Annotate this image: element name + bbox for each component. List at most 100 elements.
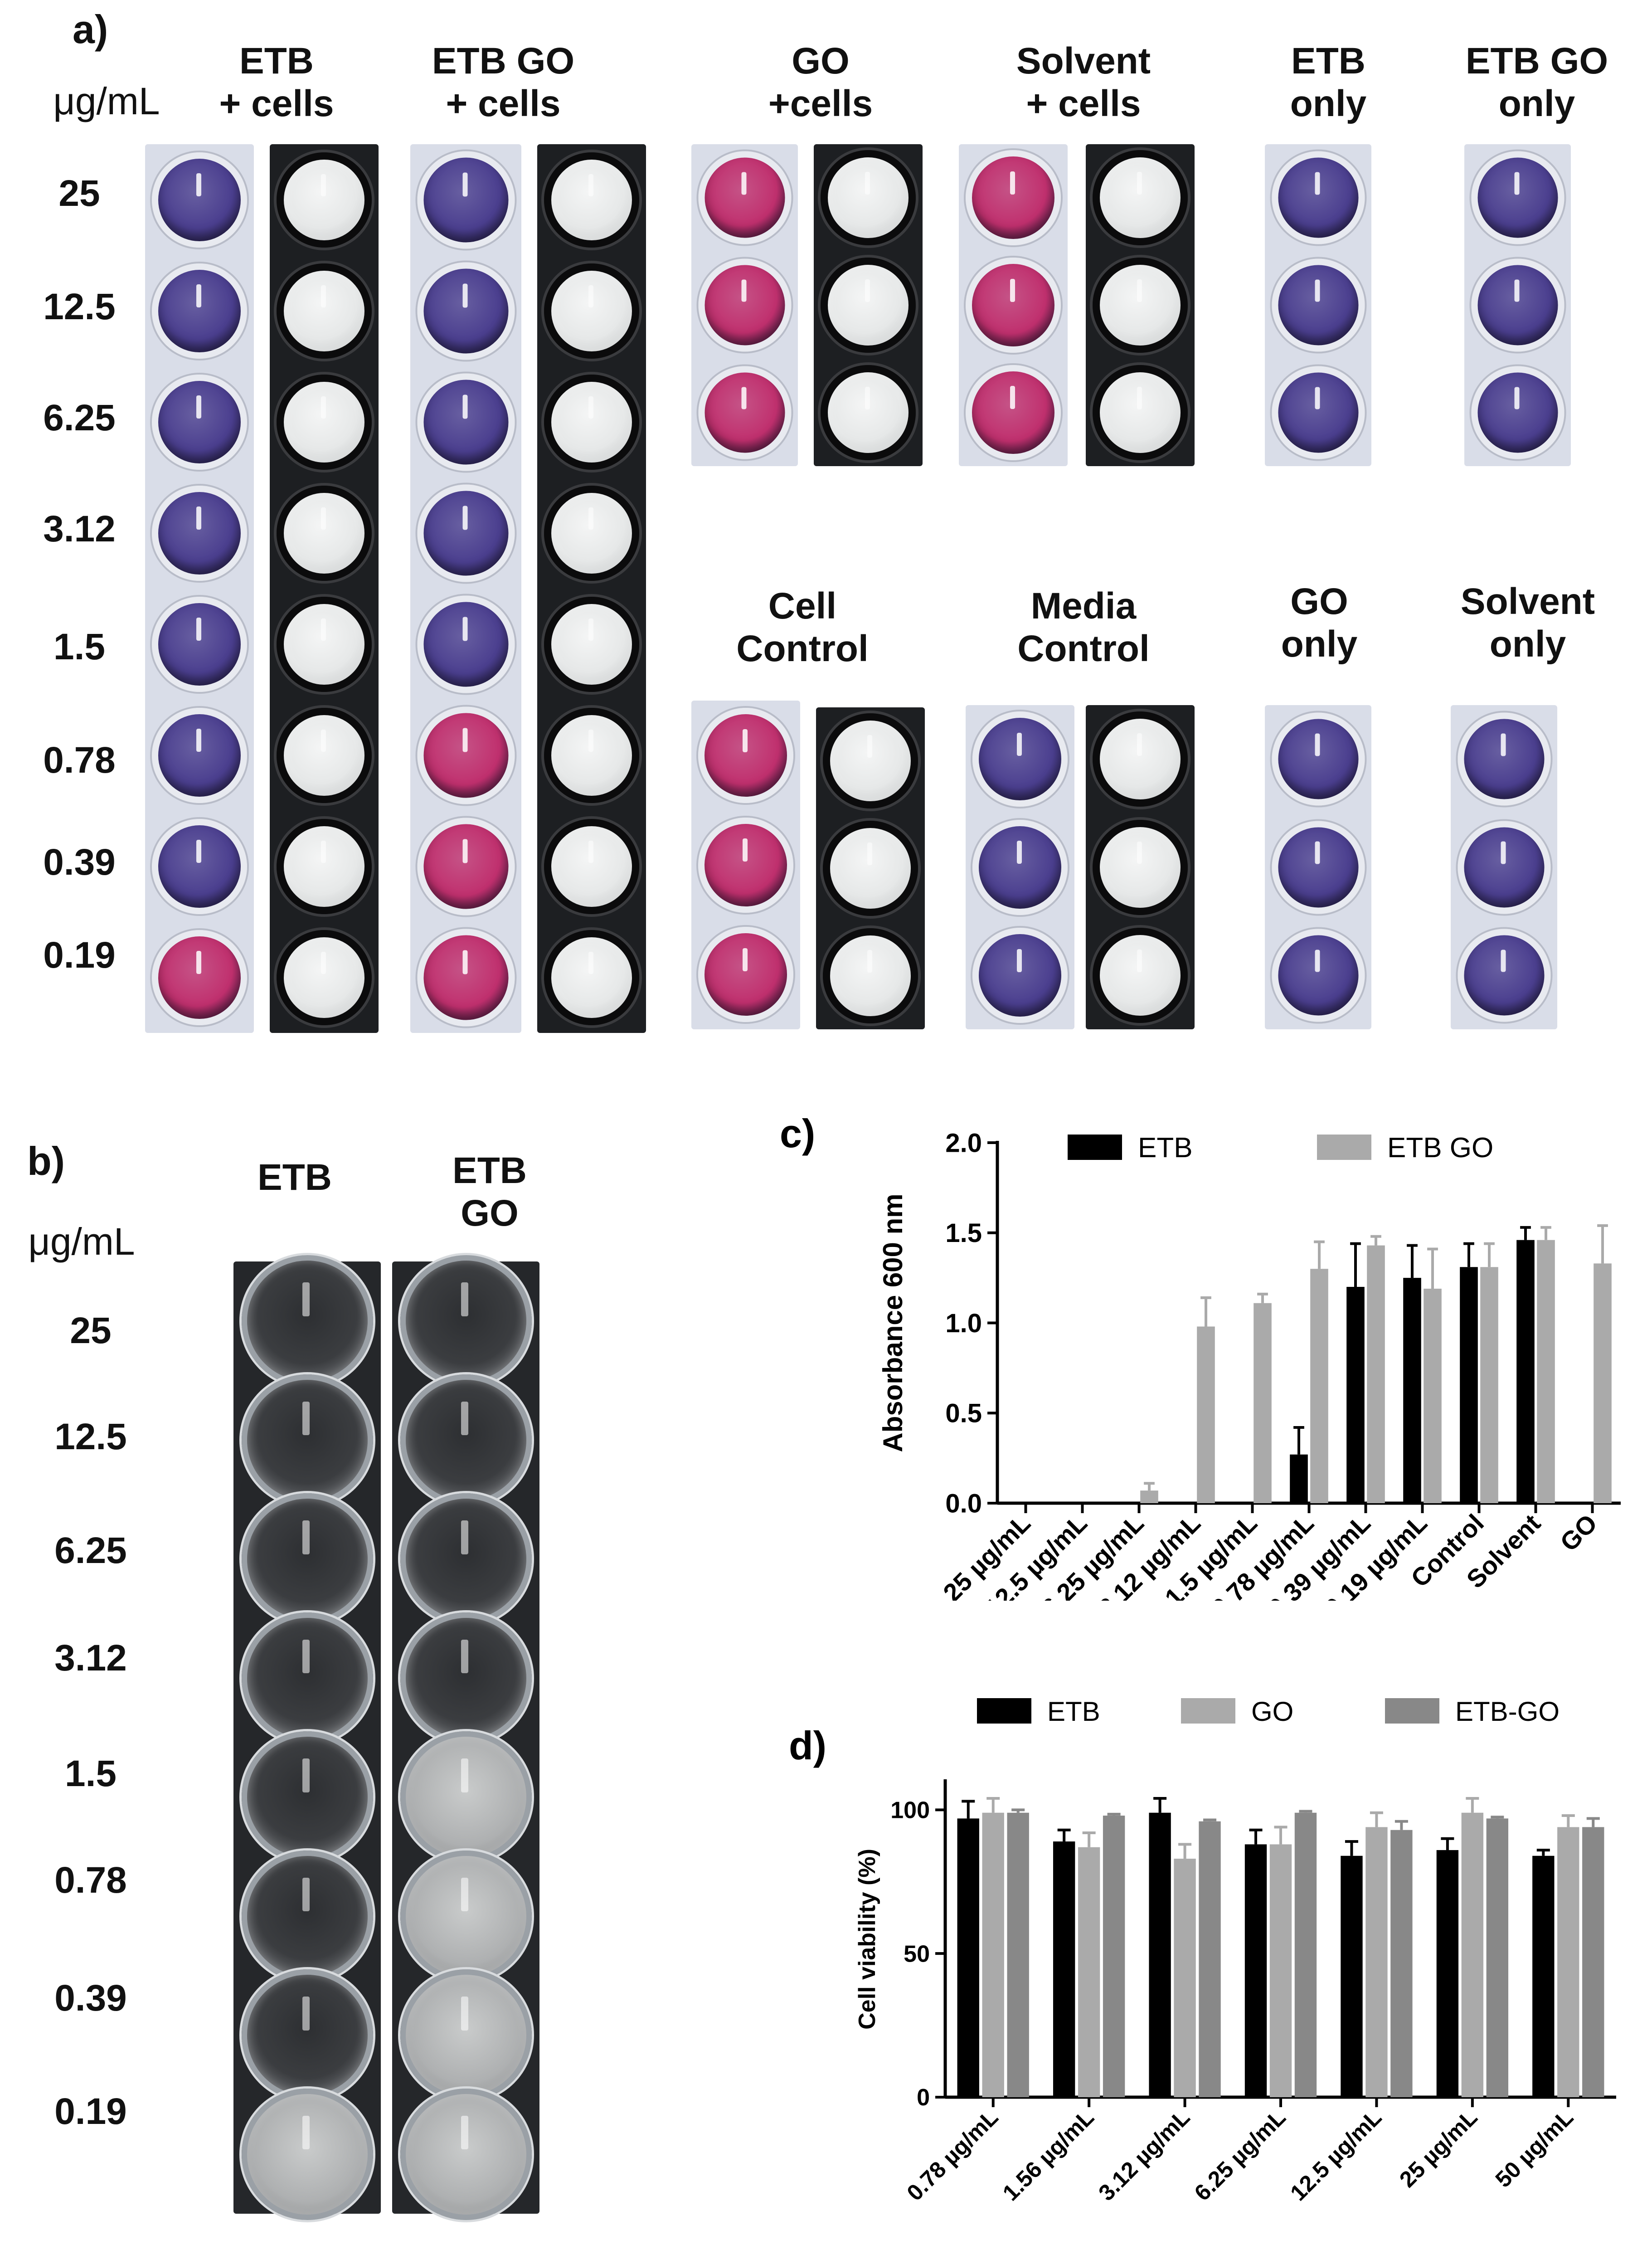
header-line: only xyxy=(1489,623,1566,665)
bar xyxy=(1254,1303,1272,1503)
y-tick-label: 0.5 xyxy=(945,1399,982,1428)
legend-label: ETB-GO xyxy=(1455,1696,1560,1727)
concentration-label: 0.78 xyxy=(43,740,116,781)
bar xyxy=(1103,1816,1125,2097)
legend-label: ETB GO xyxy=(1387,1132,1493,1164)
clear-well xyxy=(241,1374,373,1506)
well-etb-cells-after xyxy=(277,485,372,581)
well-strip xyxy=(691,144,798,466)
x-tick-label: 6.25 µg/mL xyxy=(1190,2104,1291,2206)
concentration-label: 3.12 xyxy=(43,508,116,550)
well-etb-only xyxy=(1272,151,1365,244)
well-cell-control xyxy=(698,817,793,913)
bar xyxy=(1532,1855,1555,2097)
bar xyxy=(1290,1454,1308,1503)
header-media-control: Media Control xyxy=(988,585,1179,671)
well-go-only xyxy=(1272,821,1365,914)
well-etb-only xyxy=(1272,366,1365,459)
well-cell-control-after xyxy=(823,928,918,1023)
well-go-cells-after xyxy=(821,150,916,246)
y-axis-label: Absorbance 600 nm xyxy=(878,1193,908,1452)
concentration-label: 0.19 xyxy=(54,2091,127,2132)
clear-well xyxy=(241,1850,373,1982)
well-etb-go-cells xyxy=(417,706,515,804)
bar xyxy=(1341,1855,1363,2097)
well-media-control xyxy=(972,711,1068,807)
header-etb-go-cells: ETB GO + cells xyxy=(408,40,598,126)
bar xyxy=(1269,1844,1292,2097)
well-strip xyxy=(233,1255,381,2220)
well-etb-cells xyxy=(152,263,247,359)
x-tick-label: 1.56 µg/mL xyxy=(998,2104,1099,2206)
well-go-cells xyxy=(698,366,791,459)
well-etb-go-cells-after xyxy=(544,707,639,803)
well-etb-go-only xyxy=(1471,151,1564,244)
well-etb-go-cells xyxy=(417,151,515,248)
legend-swatch xyxy=(1385,1698,1439,1724)
well-strip xyxy=(1451,705,1557,1029)
bar xyxy=(1197,1326,1215,1503)
panel-c: c) 0.0 0.5 1.0 1.5 2.0 Absorbance 600 nm 25 µg/… xyxy=(771,1079,1652,1622)
turbid-well xyxy=(400,2088,532,2220)
bar xyxy=(1424,1288,1442,1503)
well-go-cells xyxy=(698,258,791,352)
well-etb-go-cells xyxy=(417,262,515,360)
panel-a: a) μg/mL 25 12.5 6.25 3.12 1.5 0.78 0.39 0.19 E… xyxy=(0,0,1652,1043)
panel-b-unit-label: μg/mL xyxy=(28,1220,135,1263)
well-strip xyxy=(816,707,925,1029)
header-line: + cells xyxy=(446,83,561,125)
header-line: GO xyxy=(792,40,850,82)
header-line: Cell xyxy=(768,585,837,627)
bar xyxy=(1480,1267,1498,1503)
concentration-label: 3.12 xyxy=(54,1637,127,1679)
well-go-only xyxy=(1272,712,1365,806)
clear-well xyxy=(400,1255,532,1387)
well-media-control-after xyxy=(1093,819,1188,915)
header-line: ETB xyxy=(1291,40,1365,82)
legend-label: GO xyxy=(1251,1696,1293,1727)
x-tick-label: 0.78 µg/mL xyxy=(902,2104,1003,2206)
bar xyxy=(1460,1267,1478,1503)
well-etb-go-cells-after xyxy=(544,263,639,359)
well-etb-cells xyxy=(152,485,247,581)
clear-well xyxy=(400,1374,532,1506)
well-go-cells xyxy=(698,151,791,244)
y-tick-label: 1.5 xyxy=(945,1218,982,1248)
panel-b: b) μg/mL ETB ETB GO 25 12.5 6.25 3.12 1.5 0.7… xyxy=(0,1043,816,2243)
well-etb-go-cells-after xyxy=(544,374,639,470)
well-cell-control xyxy=(698,927,793,1023)
well-strip xyxy=(392,1255,539,2220)
well-go-cells-after xyxy=(821,258,916,353)
header-go-cells: GO +cells xyxy=(734,40,907,126)
well-etb-cells-after xyxy=(277,707,372,803)
well-strip xyxy=(270,144,379,1033)
header-etb-go-only: ETB GO only xyxy=(1442,40,1632,126)
bar xyxy=(1516,1240,1535,1503)
well-etb-go-cells-after xyxy=(544,596,639,692)
turbid-well xyxy=(400,1731,532,1863)
bar xyxy=(1199,1821,1221,2097)
panel-b-header-etb: ETB xyxy=(258,1157,332,1198)
bar xyxy=(1140,1490,1158,1503)
y-tick-label: 2.0 xyxy=(945,1128,982,1158)
bar xyxy=(1053,1841,1075,2097)
concentration-label: 0.19 xyxy=(43,935,116,976)
well-cell-control xyxy=(698,707,793,803)
header-go-only: GO only xyxy=(1251,580,1387,666)
concentration-label: 6.25 xyxy=(54,1530,127,1571)
well-strip xyxy=(966,705,1074,1029)
well-etb-go-cells-after xyxy=(544,930,639,1025)
x-tick-label: 25 µg/mL xyxy=(1394,2104,1482,2192)
bar xyxy=(1310,1269,1328,1503)
well-strip xyxy=(691,701,800,1029)
y-tick-label: 1.0 xyxy=(945,1309,982,1338)
concentration-label: 1.5 xyxy=(65,1753,117,1794)
legend-swatch xyxy=(977,1698,1031,1724)
panel-d: d) 0 50 100 Cell viability (%) 0.78 µg/mL 1.56… xyxy=(771,1678,1652,2243)
well-etb-go-cells xyxy=(417,929,515,1026)
panel-letter: c) xyxy=(780,1111,815,1156)
bar xyxy=(1367,1245,1385,1503)
y-tick-label: 0 xyxy=(917,2084,930,2111)
well-etb-cells xyxy=(152,707,247,803)
well-solvent-cells xyxy=(966,150,1061,246)
